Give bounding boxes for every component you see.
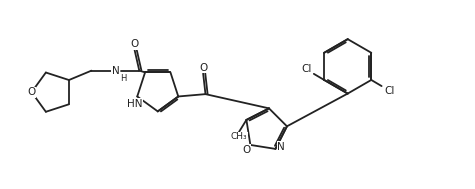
Text: CH₃: CH₃: [230, 132, 247, 141]
Text: HN: HN: [127, 98, 142, 108]
Text: Cl: Cl: [301, 64, 312, 74]
Text: O: O: [131, 39, 139, 49]
Text: O: O: [199, 63, 207, 73]
Text: O: O: [28, 87, 36, 97]
Text: Cl: Cl: [385, 86, 395, 96]
Text: N: N: [112, 66, 120, 76]
Text: O: O: [243, 145, 251, 155]
Text: N: N: [277, 142, 285, 152]
Text: H: H: [121, 74, 127, 83]
